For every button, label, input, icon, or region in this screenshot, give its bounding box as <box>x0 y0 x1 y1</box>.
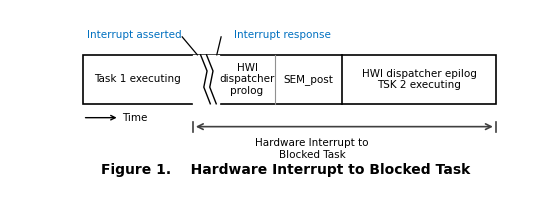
Text: Figure 1.    Hardware Interrupt to Blocked Task: Figure 1. Hardware Interrupt to Blocked … <box>102 163 470 177</box>
Text: Interrupt response: Interrupt response <box>234 30 331 40</box>
Bar <box>83 55 496 104</box>
Text: Task 1 executing: Task 1 executing <box>94 74 181 84</box>
Text: HWI
dispatcher
prolog: HWI dispatcher prolog <box>219 63 275 96</box>
Text: SEM_post: SEM_post <box>283 74 334 85</box>
Text: HWI dispatcher epilog
TSK 2 executing: HWI dispatcher epilog TSK 2 executing <box>362 68 477 90</box>
Text: Interrupt asserted: Interrupt asserted <box>87 30 182 40</box>
Text: Time: Time <box>122 113 147 123</box>
Text: Hardware Interrupt to
Blocked Task: Hardware Interrupt to Blocked Task <box>255 138 369 160</box>
